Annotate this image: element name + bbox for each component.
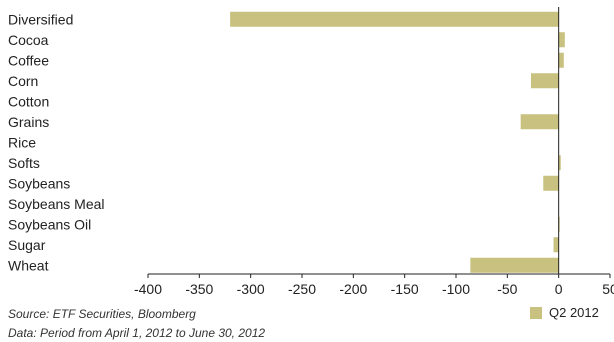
x-tick-label: 50: [602, 281, 614, 297]
legend-label: Q2 2012: [549, 305, 599, 320]
bar-chart: Diversified Cocoa Coffee Corn Cotton Grains Ri…: [8, 7, 614, 297]
legend-swatch: [530, 306, 542, 319]
bar-softs: [558, 155, 561, 171]
category-label: Wheat: [8, 257, 49, 273]
category-label: Diversified: [8, 11, 73, 27]
bar-wheat: [470, 257, 559, 273]
data-period-note: Data: Period from April 1, 2012 to June …: [8, 326, 266, 340]
category-label: Coffee: [8, 52, 49, 68]
x-tick-label: -250: [288, 281, 316, 297]
category-label: Softs: [8, 155, 40, 171]
x-tick-label: -150: [391, 281, 419, 297]
category-label: Rice: [8, 134, 36, 150]
bar-coffee: [558, 52, 564, 68]
category-label: Cocoa: [8, 32, 49, 48]
bars-layer: [230, 11, 565, 273]
x-tick-label: -200: [339, 281, 367, 297]
bar-sugar: [553, 237, 559, 253]
legend: Q2 2012: [530, 305, 599, 320]
category-label: Soybeans Oil: [8, 216, 91, 232]
bar-grains: [520, 114, 559, 130]
bar-soybeans-oil: [558, 216, 560, 232]
bar-corn: [530, 73, 559, 89]
x-tick-label: -50: [497, 281, 517, 297]
x-tick-label: -400: [134, 281, 162, 297]
category-label: Soybeans Meal: [8, 196, 105, 212]
category-label: Sugar: [8, 237, 46, 253]
category-label: Grains: [8, 114, 49, 130]
category-labels: Diversified Cocoa Coffee Corn Cotton Grains Ri…: [8, 11, 105, 273]
category-label: Corn: [8, 73, 38, 89]
x-tick-label: 0: [555, 281, 563, 297]
source-note: Source: ETF Securities, Bloomberg: [8, 307, 196, 321]
category-label: Soybeans: [8, 175, 70, 191]
bar-cocoa: [558, 32, 565, 48]
x-tick-label: -100: [442, 281, 470, 297]
x-axis-ticks: -400 -350 -300 -250 -200 -150 -100 -50 0 50: [134, 274, 614, 297]
bar-soybeans: [543, 175, 559, 191]
bar-diversified: [230, 11, 559, 27]
x-tick-label: -350: [185, 281, 213, 297]
category-label: Cotton: [8, 93, 49, 109]
x-tick-label: -300: [237, 281, 265, 297]
